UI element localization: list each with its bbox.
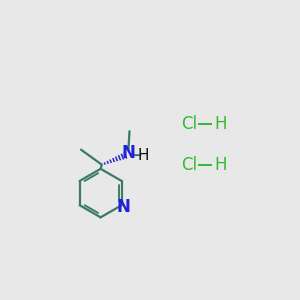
Text: N: N [116, 198, 130, 216]
Text: H: H [214, 156, 227, 174]
Text: H: H [138, 148, 149, 163]
Text: Cl: Cl [182, 115, 198, 133]
Text: N: N [122, 144, 135, 162]
Text: Cl: Cl [182, 156, 198, 174]
Text: H: H [214, 115, 227, 133]
